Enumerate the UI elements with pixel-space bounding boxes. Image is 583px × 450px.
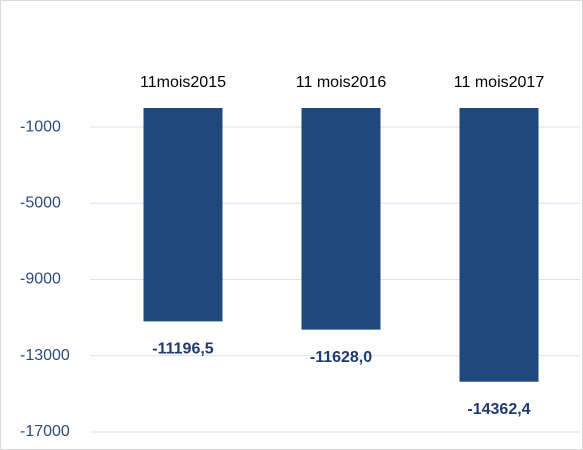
x-tick-label: 11mois2015 — [140, 74, 226, 91]
x-tick-label: 11 mois2017 — [454, 74, 545, 91]
y-tick-label: -5000 — [20, 195, 61, 212]
y-tick-label: -9000 — [20, 271, 61, 288]
y-tick-label: -1000 — [20, 118, 61, 135]
y-tick-label: -17000 — [20, 423, 70, 440]
bar — [459, 108, 539, 382]
data-label: -14362,4 — [467, 401, 530, 418]
y-tick-label: -13000 — [20, 347, 70, 364]
bar — [143, 108, 223, 322]
data-label: -11196,5 — [152, 341, 214, 358]
x-tick-label: 11 mois2016 — [296, 74, 387, 91]
data-label: -11628,0 — [310, 349, 372, 366]
bar — [301, 108, 381, 330]
